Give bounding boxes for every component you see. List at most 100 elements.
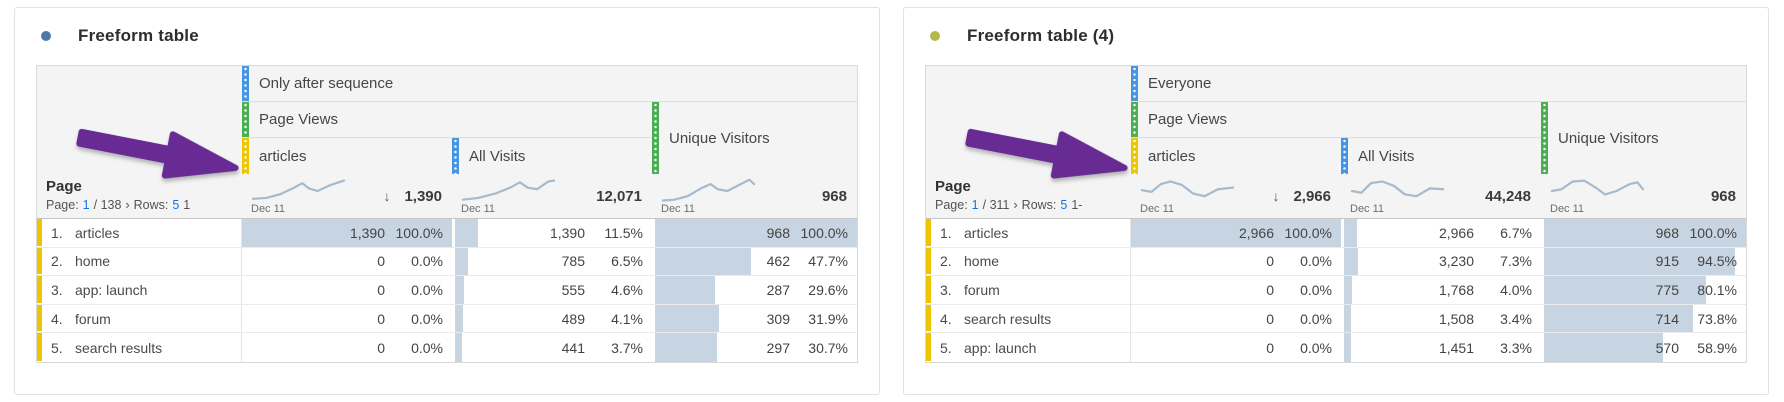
total-value: 2,966: [1293, 187, 1331, 205]
metric-cell[interactable]: 915 94.5%: [1541, 247, 1746, 276]
metric-cell[interactable]: 309 31.9%: [652, 304, 857, 333]
percent-bar: [455, 247, 468, 276]
metric-cell[interactable]: 0 0.0%: [242, 248, 452, 276]
total-cell-articles[interactable]: Dec 11 ↓ 1,390: [242, 174, 452, 218]
row-label-cell[interactable]: 2. home: [926, 247, 1131, 276]
metric-cell[interactable]: 0 0.0%: [242, 305, 452, 333]
percent-bar: [655, 333, 717, 362]
metric-cell[interactable]: 0 0.0%: [1131, 333, 1341, 362]
row-label-cell[interactable]: 1. articles: [926, 219, 1131, 247]
page-number[interactable]: 1: [971, 198, 979, 212]
segment-header[interactable]: Everyone: [1131, 66, 1746, 102]
total-cell-all-visits[interactable]: Dec 11 12,071: [452, 174, 652, 218]
metric-cell[interactable]: 775 80.1%: [1541, 276, 1746, 304]
cell-percent: 4.0%: [1500, 281, 1532, 298]
dimension-drag-handle-icon[interactable]: [1131, 138, 1138, 174]
metric-cell[interactable]: 2,966 100.0%: [1131, 219, 1341, 247]
metric-cell[interactable]: 785 6.5%: [452, 247, 652, 276]
next-page-chevron-icon[interactable]: ›: [1013, 198, 1018, 212]
metric-cell[interactable]: 1,508 3.4%: [1341, 304, 1541, 333]
metric-group-header[interactable]: Page Views: [1131, 102, 1541, 138]
row-label[interactable]: forum: [964, 281, 1000, 298]
cell-value: 1,390: [349, 224, 385, 241]
metric-cell[interactable]: 1,390 11.5%: [452, 219, 652, 247]
column-header-articles[interactable]: articles: [1131, 138, 1341, 174]
column-header-unique-visitors[interactable]: Unique Visitors: [1541, 102, 1746, 174]
metric-cell[interactable]: 0 0.0%: [1131, 276, 1341, 304]
row-label[interactable]: home: [75, 253, 111, 270]
dimension-color-marker: [926, 333, 931, 362]
cell-percent: 94.5%: [1697, 253, 1737, 270]
segment-drag-handle-icon[interactable]: [452, 138, 459, 174]
rows-count[interactable]: 5: [172, 198, 180, 212]
column-name: All Visits: [1358, 147, 1415, 165]
metric-cell[interactable]: 1,451 3.3%: [1341, 333, 1541, 362]
column-name: articles: [259, 147, 307, 165]
row-label[interactable]: search results: [964, 310, 1052, 327]
row-label-cell[interactable]: 2. home: [37, 247, 242, 276]
metric-drag-handle-icon[interactable]: [242, 102, 249, 137]
dimension-drag-handle-icon[interactable]: [242, 138, 249, 174]
total-cell-all-visits[interactable]: Dec 11 44,248: [1341, 174, 1541, 218]
sort-descending-icon[interactable]: ↓: [383, 188, 391, 204]
row-label[interactable]: forum: [75, 310, 111, 327]
metric-cell[interactable]: 0 0.0%: [242, 333, 452, 362]
sort-descending-icon[interactable]: ↓: [1272, 188, 1280, 204]
dimension-header-cell[interactable]: Page Page: 1/ 138 › Rows: 5 1: [37, 174, 242, 218]
metric-cell[interactable]: 2,966 6.7%: [1341, 219, 1541, 247]
metric-cell[interactable]: 287 29.6%: [652, 276, 857, 304]
row-label[interactable]: articles: [75, 224, 120, 241]
metric-cell[interactable]: 441 3.7%: [452, 333, 652, 362]
row-label-cell[interactable]: 4. forum: [37, 304, 242, 333]
column-header-all-visits[interactable]: All Visits: [452, 138, 652, 174]
metric-cell[interactable]: 570 58.9%: [1541, 333, 1746, 362]
row-label-cell[interactable]: 3. app: launch: [37, 276, 242, 304]
metric-cell[interactable]: 489 4.1%: [452, 304, 652, 333]
segment-drag-handle-icon[interactable]: [1131, 66, 1138, 101]
metric-cell[interactable]: 0 0.0%: [1131, 248, 1341, 276]
column-header-all-visits[interactable]: All Visits: [1341, 138, 1541, 174]
row-label[interactable]: articles: [964, 224, 1009, 241]
metric-cell[interactable]: 714 73.8%: [1541, 304, 1746, 333]
metric-cell[interactable]: 0 0.0%: [242, 276, 452, 304]
metric-cell[interactable]: 968 100.0%: [1541, 219, 1746, 247]
metric-cell[interactable]: 0 0.0%: [1131, 305, 1341, 333]
metric-cell[interactable]: 297 30.7%: [652, 333, 857, 362]
metric-cell[interactable]: 1,768 4.0%: [1341, 276, 1541, 304]
row-label-cell[interactable]: 3. forum: [926, 276, 1131, 304]
row-rank: 4.: [940, 310, 952, 327]
page-number[interactable]: 1: [82, 198, 90, 212]
metric-drag-handle-icon[interactable]: [1541, 102, 1548, 174]
total-cell-unique-visitors[interactable]: Dec 11 968: [1541, 174, 1746, 218]
segment-header[interactable]: Only after sequence: [242, 66, 857, 102]
cell-percent: 31.9%: [808, 310, 848, 327]
row-label-cell[interactable]: 5. search results: [37, 333, 242, 362]
metric-group-header[interactable]: Page Views: [242, 102, 652, 138]
column-header-unique-visitors[interactable]: Unique Visitors: [652, 102, 857, 174]
percent-bar: [1344, 333, 1351, 362]
row-label-cell[interactable]: 1. articles: [37, 219, 242, 247]
metric-drag-handle-icon[interactable]: [1131, 102, 1138, 137]
total-cell-unique-visitors[interactable]: Dec 11 968: [652, 174, 857, 218]
segment-drag-handle-icon[interactable]: [1341, 138, 1348, 174]
row-label[interactable]: search results: [75, 339, 163, 356]
row-label-cell[interactable]: 4. search results: [926, 304, 1131, 333]
row-label[interactable]: app: launch: [75, 281, 148, 298]
rows-count[interactable]: 5: [1060, 198, 1068, 212]
percent-bar: [655, 247, 752, 276]
metric-cell[interactable]: 3,230 7.3%: [1341, 247, 1541, 276]
dimension-header-cell[interactable]: Page Page: 1/ 311 › Rows: 5 1-: [926, 174, 1131, 218]
metric-cell[interactable]: 1,390 100.0%: [242, 219, 452, 247]
metric-cell[interactable]: 462 47.7%: [652, 247, 857, 276]
metric-drag-handle-icon[interactable]: [652, 102, 659, 174]
row-label[interactable]: app: launch: [964, 339, 1037, 356]
metric-cell[interactable]: 968 100.0%: [652, 219, 857, 247]
cell-percent: 29.6%: [808, 281, 848, 298]
row-label[interactable]: home: [964, 253, 1000, 270]
row-label-cell[interactable]: 5. app: launch: [926, 333, 1131, 362]
next-page-chevron-icon[interactable]: ›: [125, 198, 130, 212]
segment-drag-handle-icon[interactable]: [242, 66, 249, 101]
column-header-articles[interactable]: articles: [242, 138, 452, 174]
total-cell-articles[interactable]: Dec 11 ↓ 2,966: [1131, 174, 1341, 218]
metric-cell[interactable]: 555 4.6%: [452, 276, 652, 304]
